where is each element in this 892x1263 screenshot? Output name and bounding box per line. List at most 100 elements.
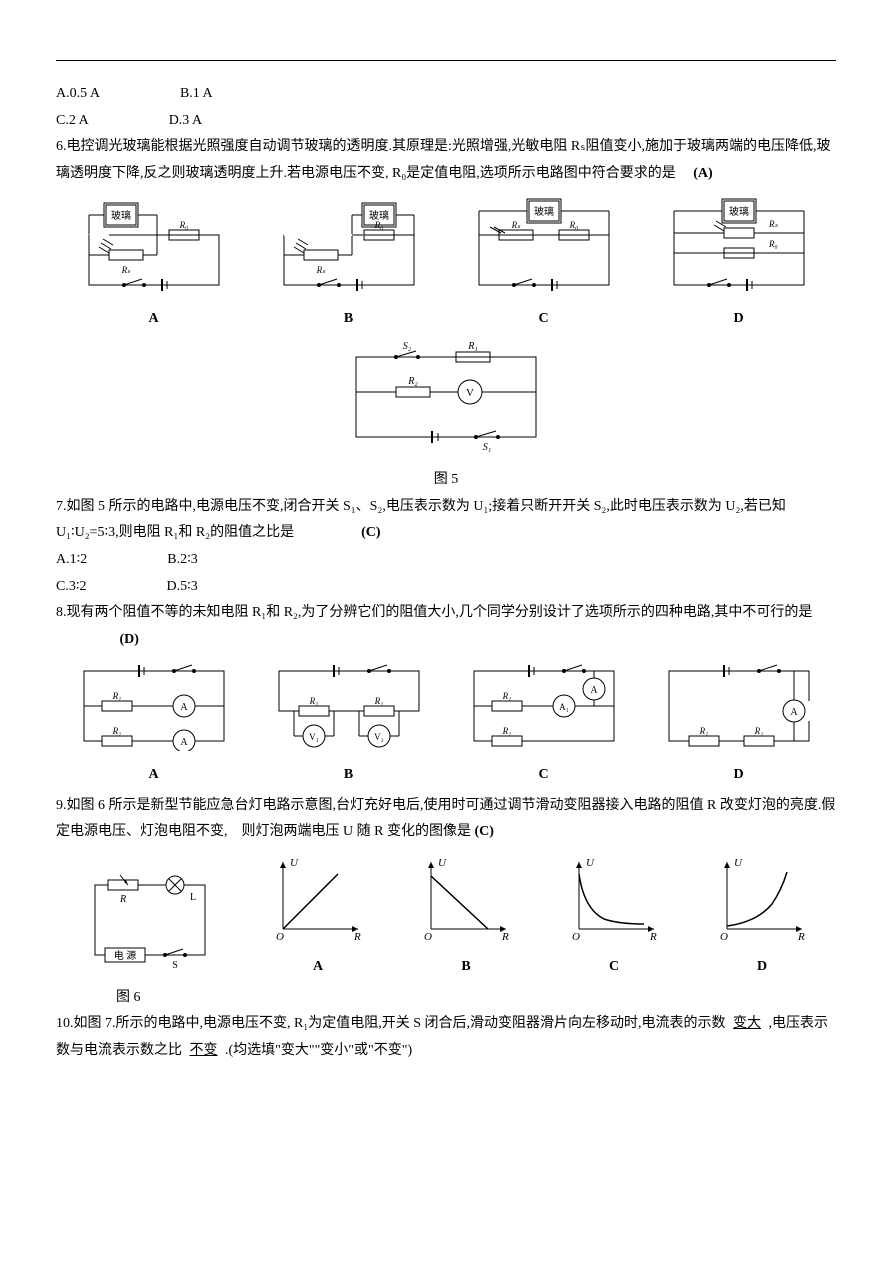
svg-text:R₁: R₁ (111, 691, 121, 701)
svg-text:R₂: R₂ (407, 376, 418, 387)
svg-text:O: O (276, 931, 284, 943)
q5-d: D.3 A (169, 108, 202, 135)
q8-label-b: B (269, 762, 429, 789)
svg-text:R: R (119, 894, 126, 905)
q8-text: 8.现有两个阻值不等的未知电阻 R₁和 R₂,为了分辨它们的阻值大小,几个同学分… (56, 600, 836, 653)
svg-text:Rₛ: Rₛ (120, 265, 130, 275)
q6-label-a: A (79, 306, 229, 333)
q7-choices: A.1∶2 B.2∶3 (56, 547, 836, 574)
q9-graph-d: U R O D (712, 854, 812, 981)
q7-c: C.3∶2 (56, 574, 86, 601)
q9-graph-c: U R O C (564, 854, 664, 981)
q8-figures: R₁ A R₂ A A R₁ R₂ V₁ V₂ B A (56, 661, 836, 788)
svg-text:玻璃: 玻璃 (111, 209, 131, 222)
q8-fig-a: R₁ A R₂ A A (74, 661, 234, 788)
svg-text:玻璃: 玻璃 (534, 205, 554, 218)
svg-text:S₁: S₁ (483, 442, 491, 453)
q8-label-a: A (74, 762, 234, 789)
svg-text:S: S (172, 960, 178, 970)
q5-a: A.0.5 A (56, 81, 100, 108)
q6-label-b: B (274, 306, 424, 333)
q8-fig-d: A R₁ R₂ D (659, 661, 819, 788)
svg-text:R: R (353, 931, 361, 943)
q5-choices-2: C.2 A D.3 A (56, 108, 836, 135)
q7-a: A.1∶2 (56, 547, 87, 574)
q5-choices: A.0.5 A B.1 A (56, 81, 836, 108)
svg-text:O: O (572, 931, 580, 943)
q6-fig-b: 玻璃 R₀ Rₛ B (274, 195, 424, 332)
q6-fig-d: 玻璃 Rₛ R₀ D (664, 195, 814, 332)
svg-text:U: U (438, 857, 447, 869)
svg-text:R₂: R₂ (753, 726, 763, 736)
svg-text:V₁: V₁ (309, 732, 319, 742)
svg-text:R₀: R₀ (178, 220, 188, 230)
q10-p3: .(均选填"变大""变小"或"不变") (225, 1043, 412, 1058)
q9-graph-b: U R O B (416, 854, 516, 981)
fig5-caption: 图 5 (56, 467, 836, 494)
q9-label-b: B (416, 954, 516, 981)
q8-answer: (D) (120, 632, 139, 647)
svg-text:A₁: A₁ (559, 702, 569, 712)
q9-circuit: R L 电 源 S (80, 870, 220, 981)
q6-text: 6.电控调光玻璃能根据光照强度自动调节玻璃的透明度.其原理是:光照增强,光敏电阻… (56, 134, 836, 187)
svg-text:R₀: R₀ (568, 220, 578, 230)
svg-text:R₂: R₂ (373, 696, 383, 706)
q9-graph-a: U R O A (268, 854, 368, 981)
q10-p1: 10.如图 7.所示的电路中,电源电压不变, R₁为定值电阻,开关 S 闭合后,… (56, 1016, 726, 1031)
svg-text:U: U (290, 857, 299, 869)
q6-fig-a: 玻璃 R₀ Rₛ A (79, 195, 229, 332)
q5-c: C.2 A (56, 108, 89, 135)
svg-text:R: R (501, 931, 509, 943)
header-rule (56, 60, 836, 61)
q9-label-d: D (712, 954, 812, 981)
svg-text:A: A (180, 737, 188, 748)
svg-text:O: O (720, 931, 728, 943)
svg-text:R₂: R₂ (501, 726, 511, 736)
q7-text: 7.如图 5 所示的电路中,电源电压不变,闭合开关 S₁、S₂,电压表示数为 U… (56, 494, 836, 547)
q9-label-a: A (268, 954, 368, 981)
q7-choices-2: C.3∶2 D.5∶3 (56, 574, 836, 601)
svg-text:U: U (586, 857, 595, 869)
svg-text:玻璃: 玻璃 (729, 205, 749, 218)
svg-text:R₁: R₁ (501, 691, 511, 701)
figure-5: R₂ V S₂ R₁ S₁ 图 5 (56, 337, 836, 494)
svg-text:O: O (424, 931, 432, 943)
q6-label-d: D (664, 306, 814, 333)
svg-text:R₁: R₁ (698, 726, 708, 736)
fig6-caption: 图 6 (56, 985, 836, 1012)
svg-text:R₁: R₁ (308, 696, 318, 706)
q6-body: 6.电控调光玻璃能根据光照强度自动调节玻璃的透明度.其原理是:光照增强,光敏电阻… (56, 139, 830, 181)
svg-text:A: A (590, 685, 598, 696)
svg-text:Rₛ: Rₛ (510, 220, 520, 230)
svg-text:L: L (190, 892, 196, 903)
q10-text: 10.如图 7.所示的电路中,电源电压不变, R₁为定值电阻,开关 S 闭合后,… (56, 1011, 836, 1064)
svg-text:A: A (180, 702, 188, 713)
svg-text:R: R (797, 931, 805, 943)
svg-text:V: V (466, 387, 474, 399)
svg-text:Rₛ: Rₛ (768, 219, 778, 229)
q6-fig-c: 玻璃 Rₛ R₀ C (469, 195, 619, 332)
svg-text:R₀: R₀ (768, 239, 778, 249)
q7-answer: (C) (361, 525, 380, 540)
svg-text:R₁: R₁ (467, 341, 478, 352)
q8-label-d: D (659, 762, 819, 789)
q6-figures: 玻璃 R₀ Rₛ A 玻璃 R₀ Rₛ (56, 195, 836, 332)
svg-text:U: U (734, 857, 743, 869)
q8-label-c: C (464, 762, 624, 789)
svg-text:R: R (649, 931, 657, 943)
q8-fig-c: A R₁ A₁ R₂ C (464, 661, 624, 788)
q8-body: 8.现有两个阻值不等的未知电阻 R₁和 R₂,为了分辨它们的阻值大小,几个同学分… (56, 605, 812, 620)
q10-blank1: 变大 (729, 1016, 765, 1031)
q9-figures: R L 电 源 S U R O A U R O B (56, 854, 836, 981)
svg-text:Rₛ: Rₛ (315, 265, 325, 275)
q10-blank2: 不变 (186, 1043, 222, 1058)
q9-text: 9.如图 6 所示是新型节能应急台灯电路示意图,台灯充好电后,使用时可通过调节滑… (56, 793, 836, 846)
q8-fig-b: R₁ R₂ V₁ V₂ B (269, 661, 429, 788)
svg-text:A: A (790, 707, 798, 718)
q9-label-c: C (564, 954, 664, 981)
q7-body: 7.如图 5 所示的电路中,电源电压不变,闭合开关 S₁、S₂,电压表示数为 U… (56, 499, 786, 541)
q6-answer: (A) (693, 166, 712, 181)
svg-text:R₂: R₂ (111, 726, 121, 736)
q5-b: B.1 A (180, 81, 213, 108)
svg-text:V₂: V₂ (374, 732, 384, 742)
